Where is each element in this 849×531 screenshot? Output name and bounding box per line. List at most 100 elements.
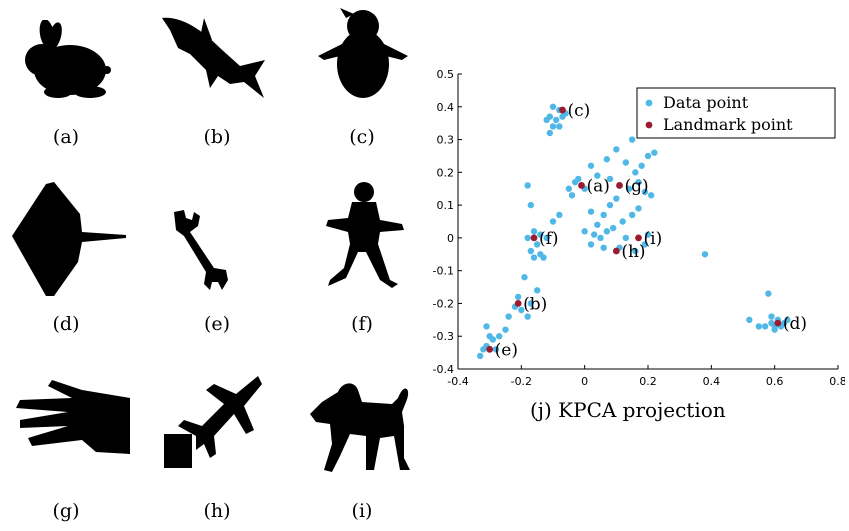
data-point bbox=[518, 306, 525, 314]
landmark-label: (c) bbox=[568, 101, 591, 121]
y-tick-label: 0.4 bbox=[437, 101, 455, 114]
y-tick-label: 0.1 bbox=[437, 199, 455, 212]
data-point bbox=[556, 211, 563, 219]
landmark-label: (b) bbox=[523, 294, 547, 314]
landmark-label: (e) bbox=[495, 340, 518, 360]
data-point bbox=[603, 228, 611, 235]
data-point bbox=[635, 178, 642, 186]
data-point bbox=[568, 192, 576, 199]
landmark-label: (a) bbox=[587, 176, 610, 196]
data-point bbox=[527, 300, 535, 307]
rabbit-silhouette-icon bbox=[25, 20, 111, 98]
data-point bbox=[543, 116, 550, 124]
data-point bbox=[527, 201, 535, 209]
data-point bbox=[480, 346, 487, 353]
data-point bbox=[549, 123, 557, 130]
data-point bbox=[622, 159, 630, 166]
y-tick-label: -0.1 bbox=[433, 265, 454, 278]
data-point bbox=[590, 231, 598, 238]
data-point bbox=[597, 234, 604, 242]
data-point bbox=[514, 293, 522, 301]
plot-marks: (c) (a) (g) (f) (i)(h) (b) (d) (e) bbox=[476, 101, 807, 360]
legend-marker bbox=[645, 99, 653, 107]
data-point bbox=[505, 313, 512, 320]
x-tick-label: 0.2 bbox=[639, 375, 657, 388]
panel-caption-a: (a) bbox=[52, 126, 80, 148]
panel-caption-i: (i) bbox=[351, 500, 373, 522]
y-tick-label: 0.5 bbox=[437, 68, 455, 81]
data-point bbox=[530, 254, 538, 261]
data-point bbox=[651, 149, 658, 156]
data-point bbox=[587, 241, 595, 248]
data-point bbox=[575, 175, 582, 183]
panel-caption-g: (g) bbox=[52, 500, 80, 522]
hand-silhouette-icon bbox=[16, 380, 130, 454]
landmark-label: (h) bbox=[621, 242, 645, 262]
data-point bbox=[603, 156, 611, 163]
data-point bbox=[638, 162, 645, 169]
data-point bbox=[746, 316, 753, 324]
data-point bbox=[784, 316, 791, 324]
y-tick-label: 0.2 bbox=[437, 166, 455, 179]
dog-silhouette-icon bbox=[310, 383, 410, 472]
data-point bbox=[594, 172, 601, 179]
data-point bbox=[546, 129, 554, 137]
data-point bbox=[613, 146, 620, 153]
landmark-point bbox=[616, 182, 623, 189]
legend-marker bbox=[645, 121, 653, 129]
landmark-point bbox=[530, 234, 538, 242]
data-point bbox=[600, 244, 607, 251]
panel-caption-f: (f) bbox=[351, 313, 373, 335]
data-point bbox=[771, 326, 778, 333]
data-point bbox=[622, 234, 630, 242]
data-point bbox=[581, 228, 588, 235]
wrench-silhouette-icon bbox=[174, 210, 228, 290]
data-point bbox=[530, 228, 538, 235]
data-point bbox=[492, 346, 500, 353]
data-point bbox=[524, 182, 531, 189]
y-tick-label: -0.3 bbox=[433, 330, 454, 343]
data-point bbox=[527, 247, 535, 255]
stingray-silhouette-icon bbox=[12, 182, 126, 296]
data-point bbox=[628, 211, 636, 219]
data-point bbox=[495, 333, 503, 340]
y-tick-label: 0.3 bbox=[437, 134, 455, 147]
data-point bbox=[476, 352, 484, 360]
panel-caption-e: (e) bbox=[203, 313, 231, 335]
data-point bbox=[556, 123, 563, 130]
data-point bbox=[540, 254, 547, 261]
data-point bbox=[644, 231, 652, 238]
data-point bbox=[552, 116, 560, 124]
legend-box bbox=[636, 87, 836, 139]
kpca-scatter-plot: -0.4 -0.2 0 0.2 0.4 0.6 0.8 -0.4 -0.3 -0.2 -0.1 0 0.… bbox=[433, 68, 845, 388]
data-point bbox=[524, 313, 531, 320]
data-point bbox=[502, 326, 509, 333]
landmark-point bbox=[612, 247, 620, 255]
data-point bbox=[524, 234, 531, 242]
data-point bbox=[587, 162, 595, 169]
landmark-point bbox=[486, 345, 494, 353]
landmark-label: (d) bbox=[783, 314, 807, 334]
data-point bbox=[619, 218, 626, 225]
data-point bbox=[632, 247, 639, 255]
data-point bbox=[641, 241, 649, 248]
data-point bbox=[635, 205, 642, 212]
data-point bbox=[483, 323, 490, 330]
data-point bbox=[641, 188, 649, 196]
data-point bbox=[594, 221, 601, 228]
data-point bbox=[606, 175, 614, 183]
data-point bbox=[609, 224, 617, 232]
data-point bbox=[761, 323, 769, 330]
y-tick-label: 0 bbox=[447, 232, 454, 245]
landmark-point bbox=[774, 319, 782, 327]
data-point bbox=[587, 208, 595, 215]
data-point bbox=[533, 287, 541, 294]
landmark-label: (g) bbox=[625, 176, 649, 196]
x-tick-label: 0 bbox=[581, 375, 588, 388]
data-point bbox=[647, 192, 655, 199]
data-point bbox=[549, 218, 557, 225]
data-point bbox=[628, 136, 636, 143]
landmark-label: (f) bbox=[539, 229, 559, 249]
panel-caption-d: (d) bbox=[52, 313, 80, 335]
x-tick-label: -0.2 bbox=[511, 375, 532, 388]
